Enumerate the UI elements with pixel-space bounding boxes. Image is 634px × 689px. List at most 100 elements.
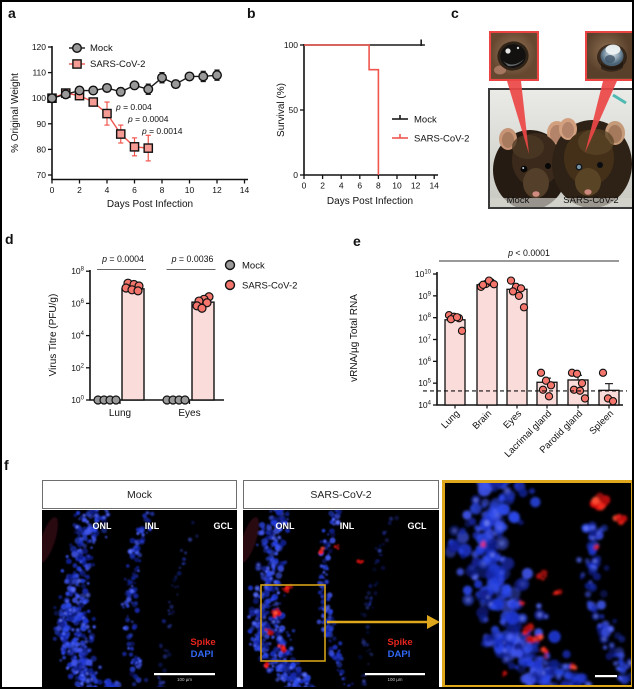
svg-text:Survival (%): Survival (%): [276, 83, 287, 137]
lower-lid-shadow: [601, 61, 623, 72]
svg-text:2: 2: [77, 185, 82, 195]
mock-eye-inset: [489, 31, 539, 81]
panel-e-label: e: [353, 233, 361, 249]
eye-reflection: [503, 59, 524, 67]
svg-text:107: 107: [418, 335, 431, 345]
svg-text:SARS-CoV-2: SARS-CoV-2: [414, 133, 469, 144]
svg-text:Mock: Mock: [90, 43, 113, 54]
chart-a-svg: 70 80 90 100 110 120 0 2 4 6 8 10 12 14 Days Post Infe…: [10, 42, 250, 210]
chart-b-svg: 0 50 100 0 2 4 6 8 10 12 14 Days Post Infection Surv…: [276, 39, 469, 207]
mock-eye-image: [491, 33, 536, 78]
cataract-highlight: [605, 44, 621, 55]
roi-box: [260, 584, 326, 662]
panel-d-label: d: [5, 231, 14, 247]
svg-text:10: 10: [392, 181, 402, 191]
svg-text:105: 105: [418, 378, 431, 388]
sars-panel-title: SARS-CoV-2: [243, 480, 439, 509]
svg-text:Brain: Brain: [471, 408, 494, 431]
eye-glint-small: [516, 46, 520, 50]
svg-text:6: 6: [357, 181, 362, 191]
mice-photo-art: [490, 90, 632, 210]
micro-zoom-svg: [445, 483, 631, 685]
svg-text:p = 0.0004: p = 0.0004: [101, 254, 144, 264]
mock-panel-title-text: Mock: [126, 488, 153, 501]
panel-a-label: a: [8, 5, 16, 21]
svg-text:% Original Weight: % Original Weight: [10, 73, 21, 153]
survival-chart: 0 50 100 0 2 4 6 8 10 12 14 Days Post Infection Surv…: [240, 2, 490, 226]
svg-text:108: 108: [71, 266, 84, 276]
svg-text:p = 0.0004: p = 0.0004: [127, 114, 169, 124]
mock-panel-title: Mock: [42, 480, 237, 509]
svg-text:Spike: Spike: [387, 637, 412, 648]
sars-mouse: [552, 118, 632, 208]
svg-text:GCL: GCL: [214, 521, 234, 531]
svg-text:4: 4: [105, 185, 110, 195]
svg-text:100: 100: [71, 395, 84, 405]
sars-retina-image: ONL INL GCL Spike DAPI 100 µm: [243, 510, 439, 687]
zoom-retina-image: [442, 480, 632, 687]
svg-text:120: 120: [32, 42, 46, 52]
svg-text:Eyes: Eyes: [501, 408, 524, 431]
vrna-chart: 104 105 106 107 108 109 1010 Lung Brain Eyes Lacri…: [347, 230, 632, 470]
panel-f-label: f: [4, 457, 9, 473]
svg-text:4: 4: [339, 181, 344, 191]
svg-text:Days Post Infection: Days Post Infection: [107, 199, 193, 210]
svg-text:2: 2: [320, 181, 325, 191]
mice-photo: Mock SARS-CoV-2: [488, 88, 632, 210]
svg-text:INL: INL: [340, 521, 355, 531]
svg-text:DAPI: DAPI: [388, 649, 411, 660]
svg-text:vRNA/µg Total RNA: vRNA/µg Total RNA: [349, 294, 360, 382]
svg-text:Virus Titre (PFU/g): Virus Titre (PFU/g): [48, 294, 59, 377]
svg-text:8: 8: [160, 185, 165, 195]
svg-text:0: 0: [50, 185, 55, 195]
virus-titre-chart: 100 102 104 106 108 p = 0.0004 Lung p = 0.0036 E…: [2, 230, 332, 470]
svg-text:INL: INL: [145, 521, 160, 531]
svg-text:p < 0.0001: p < 0.0001: [507, 248, 550, 258]
svg-text:100 µm: 100 µm: [387, 677, 402, 682]
svg-text:50: 50: [289, 105, 299, 115]
weight-loss-chart: 70 80 90 100 110 120 0 2 4 6 8 10 12 14 Days Post Infe…: [2, 2, 252, 226]
svg-text:102: 102: [71, 363, 84, 373]
mock-mouse-nose: [532, 191, 540, 197]
sars-mouse-nose: [584, 189, 592, 195]
svg-text:Spike: Spike: [190, 637, 215, 648]
panel-c-label: c: [451, 5, 459, 21]
svg-text:100: 100: [32, 93, 46, 103]
svg-text:1010: 1010: [415, 269, 432, 279]
mock-mouse-label: Mock: [506, 195, 530, 206]
sars-panel-title-text: SARS-CoV-2: [310, 488, 372, 501]
sars-mouse-label: SARS-CoV-2: [563, 195, 619, 206]
svg-text:90: 90: [37, 119, 47, 129]
svg-text:Mock: Mock: [242, 260, 265, 271]
svg-text:Lung: Lung: [109, 408, 131, 419]
svg-text:8: 8: [376, 181, 381, 191]
chart-d-svg: 100 102 104 106 108 p = 0.0004 Lung p = 0.0036 E…: [48, 254, 297, 419]
svg-text:106: 106: [71, 298, 84, 308]
pupil-hint: [605, 55, 615, 63]
eyelid-skin: [494, 65, 506, 75]
svg-text:ONL: ONL: [93, 521, 113, 531]
svg-text:ONL: ONL: [276, 521, 296, 531]
sars-eye-inset: [585, 31, 632, 81]
mock-mouse-eye: [520, 165, 528, 173]
panel-b-label: b: [247, 5, 256, 21]
svg-text:p = 0.004: p = 0.004: [115, 102, 152, 112]
svg-text:14: 14: [240, 185, 250, 195]
svg-text:80: 80: [37, 144, 47, 154]
svg-text:DAPI: DAPI: [191, 649, 214, 660]
svg-text:Eyes: Eyes: [178, 408, 200, 419]
svg-text:0: 0: [293, 170, 298, 180]
svg-text:109: 109: [418, 291, 431, 301]
svg-text:GCL: GCL: [408, 521, 428, 531]
svg-text:70: 70: [37, 170, 47, 180]
svg-text:Lung: Lung: [439, 408, 462, 431]
svg-text:100 µm: 100 µm: [177, 677, 192, 682]
svg-text:Days Post Infection: Days Post Infection: [327, 196, 413, 207]
svg-text:Mock: Mock: [414, 114, 437, 125]
svg-text:SARS-CoV-2: SARS-CoV-2: [90, 59, 145, 70]
svg-text:106: 106: [418, 356, 431, 366]
svg-text:100: 100: [284, 40, 298, 50]
svg-text:10: 10: [185, 185, 195, 195]
